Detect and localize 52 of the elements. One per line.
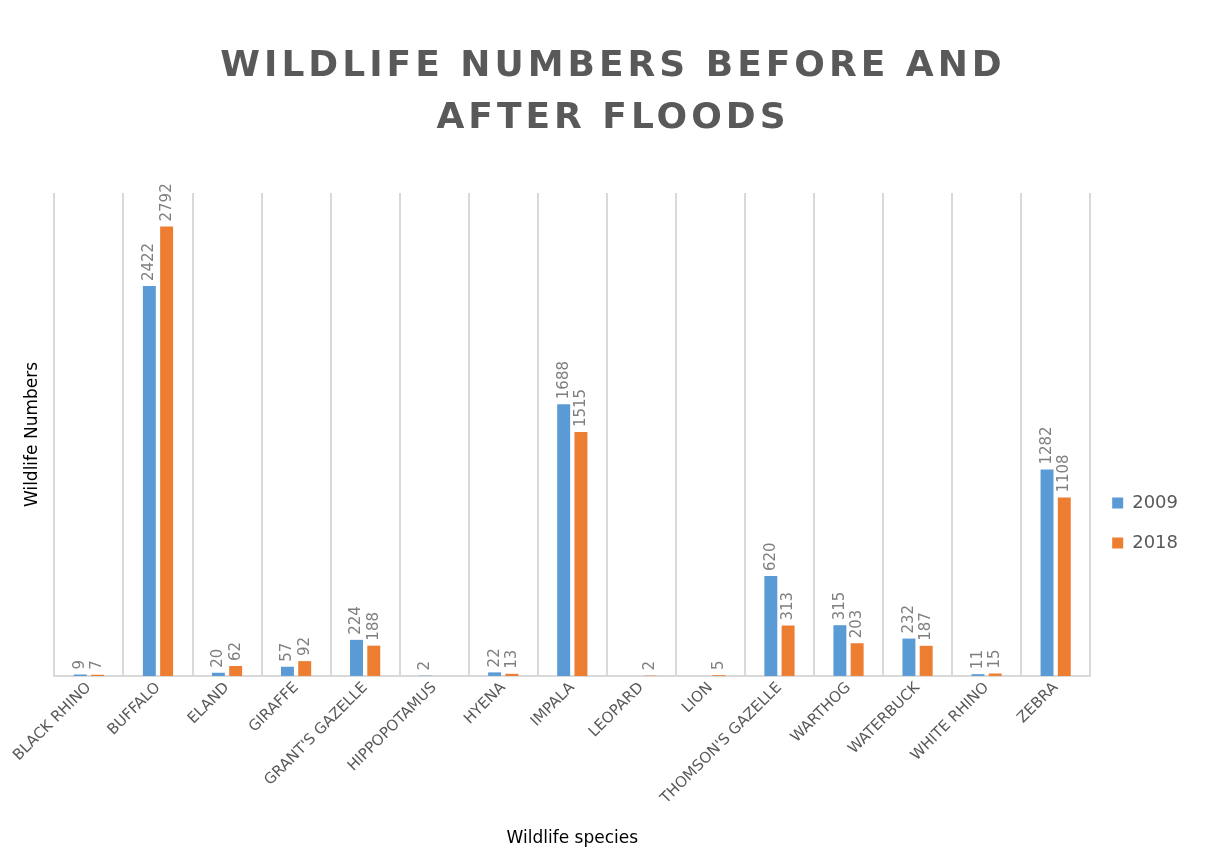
data-label: 1108 (1054, 454, 1073, 493)
bar (160, 226, 174, 676)
bar (764, 576, 778, 676)
data-label: 1282 (1036, 426, 1055, 465)
data-label: 57 (277, 642, 296, 662)
data-label: 2 (639, 661, 658, 671)
bar (902, 638, 916, 676)
bar (350, 639, 363, 676)
x-axis-title: Wildlife species (506, 827, 639, 848)
bar (505, 673, 519, 676)
chart-title: WILDLIFE NUMBERS BEFORE AND AFTER FLOODS (219, 42, 1007, 138)
data-label: 224 (346, 606, 365, 635)
data-label: 20 (208, 648, 227, 668)
data-label: 7 (87, 660, 106, 670)
data-label: 2792 (156, 183, 175, 222)
data-label: 1688 (553, 361, 572, 400)
data-label: 2422 (139, 242, 158, 282)
data-label: 2 (415, 661, 434, 671)
data-label: 232 (898, 604, 917, 634)
data-label: 620 (760, 542, 779, 572)
bar (781, 625, 795, 676)
data-label: 1515 (570, 388, 589, 428)
legend-label: 2009 (1132, 490, 1178, 512)
bar (1040, 469, 1054, 676)
bar (1057, 497, 1071, 676)
data-label: 62 (225, 641, 244, 661)
data-label: 313 (777, 591, 796, 621)
y-axis-title: Wildlife Numbers (20, 361, 41, 508)
data-label: 188 (363, 612, 382, 641)
bar (850, 643, 864, 676)
bar (229, 665, 243, 676)
data-label: 11 (967, 650, 986, 670)
bar (142, 286, 156, 676)
data-label: 92 (294, 637, 313, 657)
bar (298, 661, 312, 676)
bar (280, 666, 294, 676)
data-label: 13 (501, 649, 520, 669)
bar (919, 645, 933, 676)
bar (833, 625, 847, 676)
bar (488, 672, 502, 676)
data-label: 22 (484, 648, 503, 668)
legend-label: 2018 (1132, 530, 1178, 552)
data-label: 9 (70, 659, 89, 670)
bar (557, 404, 571, 676)
bar (574, 432, 588, 676)
data-label: 5 (708, 660, 727, 671)
data-label: 203 (847, 609, 866, 639)
data-label: 187 (916, 612, 935, 641)
bar (211, 672, 225, 676)
data-label: 315 (829, 591, 848, 621)
bar (367, 645, 381, 676)
data-label: 15 (985, 649, 1004, 669)
